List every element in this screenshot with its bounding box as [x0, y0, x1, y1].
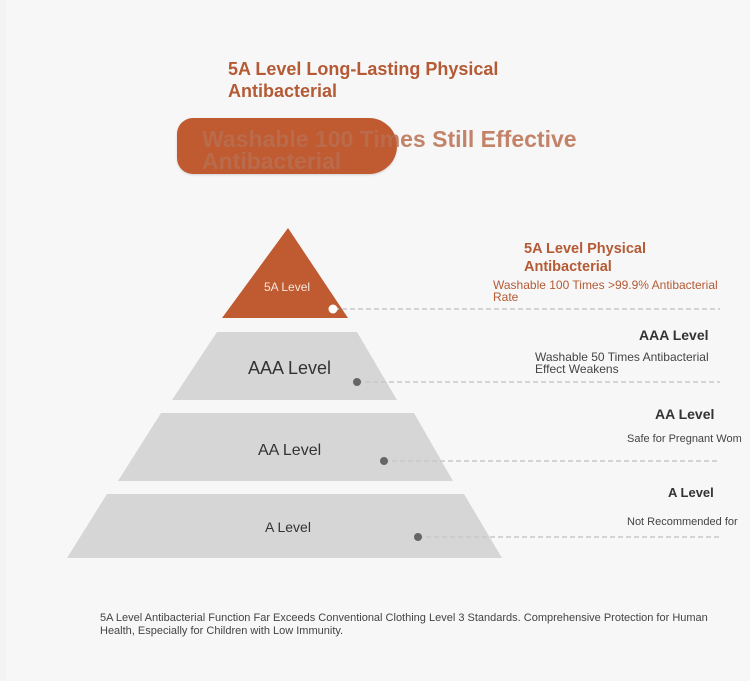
pyramid-tier-5a: [222, 228, 348, 318]
marker-dot-aaa: [353, 378, 361, 386]
footer-note: 5A Level Antibacterial Function Far Exce…: [100, 612, 708, 637]
level-a-title: A Level: [668, 485, 714, 500]
marker-dot-5a: [328, 304, 338, 314]
level-aa-title: AA Level: [655, 406, 715, 422]
tier-label-aa: AA Level: [258, 442, 322, 459]
marker-dot-aa: [380, 457, 388, 465]
tier-label-5a: 5A Level: [264, 280, 311, 294]
pyramid-tier-aaa: [172, 332, 397, 400]
marker-dot-a: [414, 533, 422, 541]
infographic-canvas: [6, 0, 750, 681]
pyramid-tier-aa: [118, 413, 453, 481]
page-title: 5A Level Long-Lasting Physical Antibacte…: [228, 59, 499, 101]
level-a-desc: Not Recommended for: [627, 516, 738, 528]
level-5a-title: 5A Level Physical Antibacterial: [524, 241, 646, 275]
tier-label-a: A Level: [265, 519, 311, 535]
level-aaa-desc: Washable 50 Times Antibacterial Effect W…: [535, 350, 709, 376]
highlight-badge-text: Washable 100 Times Still Effective Antib…: [202, 126, 577, 174]
level-5a-desc: Washable 100 Times >99.9% Antibacterial …: [493, 278, 718, 304]
level-aaa-title: AAA Level: [639, 327, 709, 343]
pyramid-tier-a: [67, 494, 502, 558]
tier-label-aaa: AAA Level: [248, 358, 332, 378]
highlight-badge: [177, 118, 397, 174]
level-aa-desc: Safe for Pregnant Wom: [627, 433, 742, 445]
